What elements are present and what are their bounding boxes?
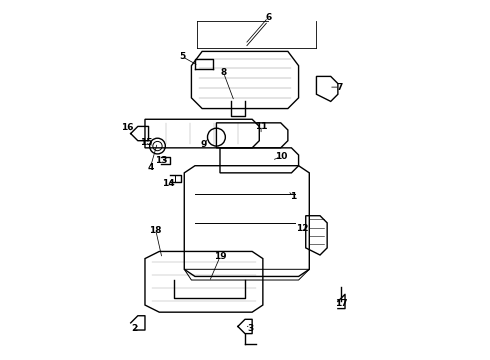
Text: 7: 7 xyxy=(337,83,343,92)
Text: 15: 15 xyxy=(141,138,153,147)
Text: 19: 19 xyxy=(214,252,226,261)
Text: 13: 13 xyxy=(155,156,167,165)
Text: 16: 16 xyxy=(121,123,133,132)
Text: 17: 17 xyxy=(335,299,348,308)
Text: 11: 11 xyxy=(255,122,268,131)
Text: 4: 4 xyxy=(147,163,153,172)
Text: 3: 3 xyxy=(247,324,253,333)
Text: 1: 1 xyxy=(290,192,296,201)
Text: 2: 2 xyxy=(131,324,137,333)
Text: 10: 10 xyxy=(274,152,287,161)
Text: 9: 9 xyxy=(201,140,207,149)
Text: 12: 12 xyxy=(296,224,308,233)
Text: 18: 18 xyxy=(149,225,162,234)
Text: 6: 6 xyxy=(265,13,271,22)
Text: 14: 14 xyxy=(162,179,174,188)
Text: 5: 5 xyxy=(179,52,186,61)
Text: 8: 8 xyxy=(220,68,227,77)
